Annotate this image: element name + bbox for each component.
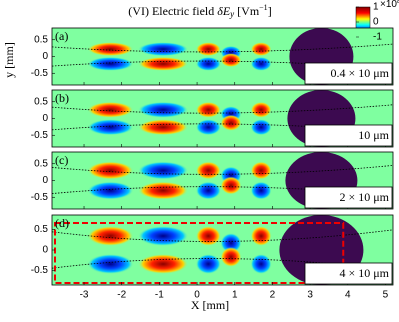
- x-tick-label: 3: [307, 290, 313, 301]
- y-tick-label: 0: [42, 51, 48, 62]
- y-tick-label: -0.5: [31, 265, 49, 276]
- x-tick-label: 2: [270, 290, 276, 301]
- scale-box: [304, 62, 393, 85]
- field-lobe: [137, 226, 189, 246]
- x-axis-label: X [mm]: [191, 298, 229, 312]
- field-lobe: [250, 161, 272, 180]
- field-lobe: [195, 254, 221, 274]
- y-tick-label: 0: [42, 175, 48, 186]
- field-lobe: [250, 56, 272, 71]
- field-lobe: [250, 42, 272, 57]
- trajectory: [52, 104, 393, 114]
- field-lobe: [250, 181, 272, 200]
- x-tick-label: 4: [345, 290, 351, 301]
- field-lobe: [87, 181, 134, 200]
- scale-box: [304, 124, 393, 147]
- trajectory: [52, 43, 393, 53]
- colorbar-multiplier: ×108: [380, 0, 399, 10]
- field-lobe: [137, 254, 189, 274]
- panel-label: (a): [55, 29, 68, 43]
- y-tick-label: 0.5: [34, 96, 48, 107]
- y-tick-label: 0: [42, 113, 48, 124]
- panel: 0.5 0 -0.5 (c) 2 × 10 μm: [31, 151, 394, 210]
- field-lobe: [137, 181, 189, 200]
- field-lobe: [195, 42, 221, 57]
- field-lobe: [250, 119, 272, 136]
- field-lobe: [87, 254, 134, 274]
- y-tick-label: 0.5: [34, 158, 48, 169]
- field-lobe: [220, 176, 242, 195]
- field-lobe: [195, 161, 221, 180]
- colorbar-tick-label: 1: [373, 2, 379, 13]
- scale-label: 4 × 10 μm: [339, 266, 389, 280]
- x-tick-label: 0: [194, 290, 200, 301]
- x-tick-label: -2: [117, 290, 126, 301]
- y-tick-label: -0.5: [31, 130, 49, 141]
- y-tick-label: 0.5: [34, 224, 48, 235]
- x-tick-label: 1: [232, 290, 238, 301]
- scale-label: 10 μm: [358, 128, 389, 142]
- panel-label: (b): [55, 91, 69, 105]
- field-lobe: [137, 161, 189, 180]
- panel-label: (d): [55, 216, 69, 230]
- panel: 0.5 0 -0.5 (a) 0.4 × 10 μm: [31, 27, 394, 86]
- trajectory: [52, 229, 393, 242]
- colorbar-tick-label: 0: [373, 17, 379, 28]
- field-lobe: [195, 181, 221, 200]
- field-lobe: [87, 56, 134, 71]
- x-tick-label: -1: [155, 290, 164, 301]
- x-tick-label: -3: [80, 290, 89, 301]
- field-lobe: [137, 42, 189, 57]
- field-lobe: [195, 226, 221, 246]
- field-lobe: [87, 119, 134, 136]
- field-lobe: [137, 119, 189, 136]
- field-lobe: [250, 254, 272, 274]
- field-lobe: [137, 56, 189, 71]
- field-lobe: [195, 101, 221, 118]
- field-lobe: [220, 114, 242, 131]
- highlight-box: [54, 222, 345, 284]
- field-lobe: [220, 53, 242, 68]
- colorbar-tick-label: -1: [373, 32, 382, 43]
- x-tick-label: 5: [383, 290, 389, 301]
- scale-box: [304, 186, 393, 209]
- scale-box: [304, 262, 393, 285]
- panel: 0.5 0 -0.5 (b) 10 μm: [31, 89, 394, 148]
- field-lobe: [220, 247, 242, 267]
- field-lobe: [87, 42, 134, 57]
- scale-label: 2 × 10 μm: [339, 190, 389, 204]
- field-lobe: [195, 56, 221, 71]
- field: [52, 28, 393, 85]
- y-axis-label: y [mm]: [2, 42, 16, 78]
- panel-label: (c): [55, 153, 68, 167]
- figure-title: (VI) Electric field δEy [Vm−1]: [128, 3, 271, 19]
- y-tick-label: -0.5: [31, 192, 49, 203]
- y-tick-label: 0.5: [34, 34, 48, 45]
- field-lobe: [250, 226, 272, 246]
- field-lobe: [220, 233, 242, 253]
- field-lobe: [137, 101, 189, 118]
- y-tick-label: 0: [42, 245, 48, 256]
- scale-label: 0.4 × 10 μm: [330, 66, 389, 80]
- field-lobe: [87, 161, 134, 180]
- panel: 0.5 0 -0.5 (d) 4 × 10 μm: [31, 214, 394, 286]
- field-lobe: [87, 226, 134, 246]
- field-lobe: [250, 101, 272, 118]
- y-tick-label: -0.5: [31, 68, 49, 79]
- field-lobe: [195, 119, 221, 136]
- trajectory: [52, 165, 393, 175]
- field-lobe: [87, 101, 134, 118]
